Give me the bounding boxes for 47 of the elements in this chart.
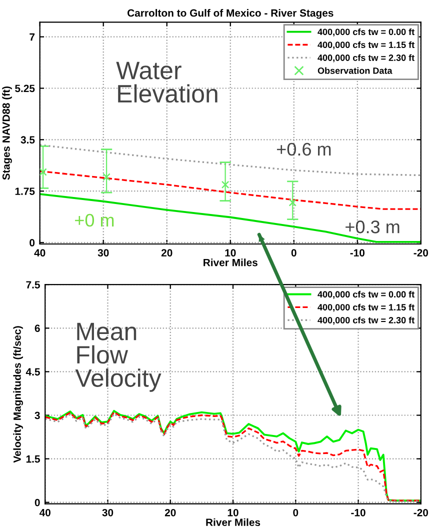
x-tick-label: 40 bbox=[34, 249, 46, 257]
y-tick-label: 7.5 bbox=[26, 281, 40, 288]
legend-label: 400,000 cfs tw = 2.30 ft bbox=[318, 54, 414, 62]
x-tick-label: 10 bbox=[225, 249, 236, 257]
x-tick-label: 20 bbox=[164, 508, 176, 516]
y-axis-title: Velocity Magnitudes (ft/sec) bbox=[13, 326, 23, 463]
x-tick-label: 0 bbox=[293, 508, 298, 516]
point bbox=[40, 168, 47, 176]
y-axis-title: Stages NAVD88 (ft) bbox=[2, 86, 12, 180]
y-tick-label: 3.5 bbox=[20, 136, 35, 144]
point bbox=[102, 173, 110, 181]
x-tick-label: 30 bbox=[102, 508, 114, 516]
point bbox=[288, 198, 297, 206]
annotation: +0 m bbox=[75, 214, 114, 227]
x-tick-label: -10 bbox=[351, 508, 366, 516]
x-axis-title: River Miles bbox=[206, 518, 260, 526]
legend-label: 400,000 cfs tw = 0.00 ft bbox=[318, 290, 414, 299]
x-tick-label: 40 bbox=[39, 508, 50, 516]
x-tick-label: 20 bbox=[161, 249, 172, 257]
chart-title: Carrolton to Gulf of Mexico - River Stages bbox=[128, 9, 334, 19]
y-tick-label: 1.5 bbox=[26, 455, 40, 463]
y-tick-label: 5.25 bbox=[15, 84, 35, 92]
y-tick-label: 0 bbox=[30, 239, 35, 246]
point bbox=[221, 180, 230, 189]
x-tick-label: -20 bbox=[414, 508, 428, 516]
x-tick-label: 30 bbox=[98, 249, 109, 257]
y-tick-label: 6 bbox=[34, 324, 40, 332]
y-tick-label: 4.5 bbox=[26, 368, 40, 376]
legend-label: 400,000 cfs tw = 0.00 ft bbox=[318, 28, 414, 36]
y-tick-label: 1.75 bbox=[15, 188, 35, 195]
x-tick-label: 0 bbox=[291, 249, 296, 257]
legend-label: 400,000 cfs tw = 2.30 ft bbox=[318, 316, 414, 325]
annotation: +0.6 m bbox=[277, 142, 331, 156]
legend-label: 400,000 cfs tw = 1.15 ft bbox=[318, 304, 414, 312]
x-axis-title: River Miles bbox=[204, 258, 258, 266]
y-tick-label: 3 bbox=[34, 412, 40, 420]
y-tick-label: 7 bbox=[30, 33, 35, 41]
annotation: Mean Flow Velocity bbox=[75, 322, 162, 392]
annotation: Water Elevation bbox=[116, 62, 218, 103]
y-tick-label: 0 bbox=[34, 498, 40, 506]
x-tick-label: -20 bbox=[414, 249, 428, 257]
annotation: +0.3 m bbox=[346, 220, 400, 234]
line-series bbox=[40, 170, 421, 210]
legend-label: Observation Data bbox=[318, 67, 392, 74]
x-tick-label: -10 bbox=[350, 249, 365, 257]
x-tick-label: 10 bbox=[228, 508, 238, 516]
legend-label: 400,000 cfs tw = 1.15 ft bbox=[318, 41, 414, 50]
